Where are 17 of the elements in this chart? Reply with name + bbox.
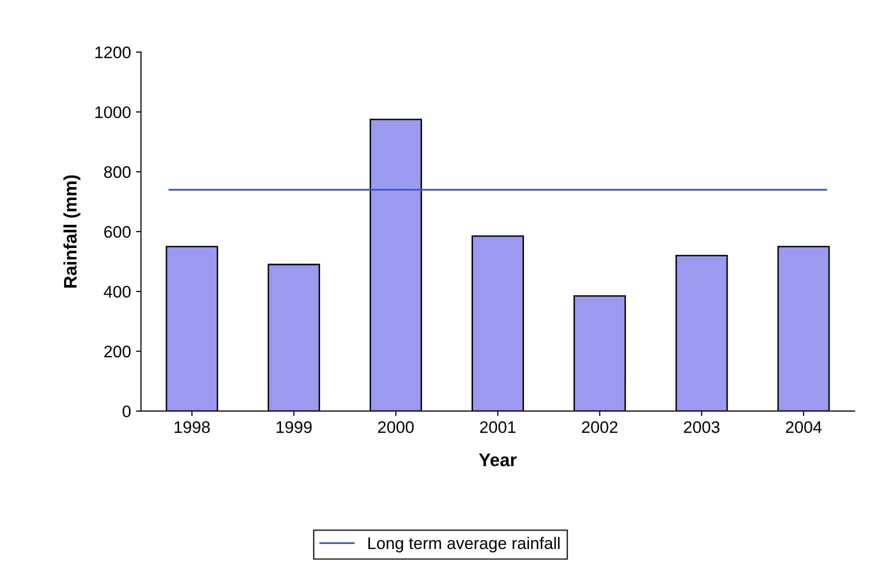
x-tick-label: 2001 — [480, 421, 516, 434]
legend-label: Long term average rainfall — [368, 536, 560, 552]
x-axis-title: Year — [478, 454, 517, 466]
x-tick-label: 1998 — [174, 421, 210, 434]
x-tick-label: 2002 — [582, 421, 618, 434]
y-tick-label: 200 — [104, 346, 131, 358]
y-tick-label: 0 — [122, 405, 131, 418]
x-tick-label: 1999 — [276, 421, 312, 434]
x-tick-label: 2003 — [684, 421, 720, 434]
y-tick-label: 600 — [104, 226, 131, 238]
y-tick-label: 1200 — [95, 46, 131, 58]
x-tick-label: 2000 — [378, 421, 414, 434]
x-tick-label: 2004 — [786, 421, 822, 434]
y-tick-label: 400 — [104, 286, 131, 298]
y-tick-label: 1000 — [95, 106, 131, 118]
y-axis-title: Rainfall (mm) — [63, 175, 80, 288]
y-tick-label: 800 — [104, 166, 131, 178]
